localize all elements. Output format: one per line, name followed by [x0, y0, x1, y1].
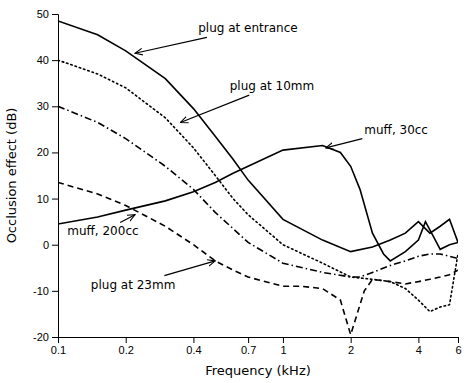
chart: 0.1 0.2 0.4 0.7 1 2 4 6 -20 -10 0 10 20 30 40 50 Frequen… [0, 0, 474, 383]
x-axis-tick: 0.4 [186, 337, 201, 356]
x-axis-tick: 0.2 [119, 337, 134, 356]
y-axis-tick-label: 10 [37, 193, 49, 205]
annotations: plug at entrance plug at 10mm muff, 30cc mu… [67, 21, 428, 291]
y-axis-tick: -10 [33, 285, 58, 297]
series-line [58, 106, 458, 277]
y-axis-tick-mark [52, 291, 58, 292]
y-axis-tick-mark [52, 60, 58, 61]
y-axis-tick-label: 20 [37, 146, 49, 158]
y-axis: -20 -10 0 10 20 30 40 50 [33, 8, 58, 343]
x-axis-tick: 2 [348, 337, 354, 356]
y-axis-tick: 30 [37, 100, 58, 112]
annotation-arrow [326, 139, 363, 148]
x-axis-tick-mark [418, 337, 419, 343]
y-axis-tick: 20 [37, 146, 58, 158]
annotation-text: muff, 30cc [364, 123, 428, 137]
annotation-arrow [120, 215, 135, 223]
y-axis-tick: 40 [37, 54, 58, 66]
plot-area: 0.1 0.2 0.4 0.7 1 2 4 6 -20 -10 0 10 20 30 40 50 Frequen… [4, 8, 462, 378]
x-axis-tick-label: 0.7 [241, 344, 256, 356]
x-axis-tick-label: 0.4 [186, 344, 201, 356]
x-axis-tick-label: 2 [348, 344, 354, 356]
y-axis-title: Occlusion effect (dB) [4, 108, 19, 244]
y-axis-tick-label: 30 [37, 100, 49, 112]
x-axis-tick-mark [248, 337, 249, 343]
x-axis-title: Frequency (kHz) [205, 363, 311, 378]
annotation-arrow [164, 261, 215, 276]
y-axis-tick-label: 0 [43, 239, 49, 251]
y-axis-tick-label: 40 [37, 54, 49, 66]
y-axis-tick-mark [52, 337, 58, 338]
y-axis-tick-label: -20 [33, 331, 49, 343]
annotation-arrow [180, 95, 249, 122]
x-axis-line [59, 338, 459, 344]
y-axis-line [52, 15, 59, 338]
x-axis-tick: 4 [416, 337, 422, 356]
x-axis: 0.1 0.2 0.4 0.7 1 2 4 6 [51, 337, 462, 356]
y-axis-tick: 0 [43, 239, 58, 251]
y-axis-tick-mark [52, 14, 58, 15]
annotation-text: muff, 200cc [67, 224, 138, 238]
x-axis-tick-label: 0.1 [51, 344, 66, 356]
y-axis-tick-mark [52, 245, 58, 246]
x-axis-tick-mark [351, 337, 352, 343]
x-axis-tick-mark [126, 337, 127, 343]
y-axis-tick-label: 50 [37, 8, 49, 20]
lines [58, 21, 458, 335]
x-axis-tick-label: 0.2 [119, 344, 134, 356]
x-axis-tick: 0.1 [51, 337, 66, 356]
y-axis-tick-label: -10 [33, 285, 49, 297]
series-line [58, 21, 458, 252]
y-axis-tick: -20 [33, 331, 58, 343]
x-axis-tick-mark [283, 337, 284, 343]
y-axis-tick-mark [52, 152, 58, 153]
series-line [58, 182, 458, 334]
x-axis-tick-mark [193, 337, 194, 343]
annotation-text: plug at entrance [198, 21, 297, 35]
y-axis-tick: 50 [37, 8, 58, 20]
x-axis-tick: 1 [280, 337, 286, 356]
annotation-text: plug at 10mm [230, 79, 315, 93]
annotation-arrow [135, 37, 207, 53]
series-line [58, 60, 458, 311]
y-axis-tick-mark [52, 199, 58, 200]
annotation-text: plug at 23mm [91, 278, 176, 292]
y-axis-tick-mark [52, 106, 58, 107]
x-axis-tick: 0.7 [241, 337, 256, 356]
x-axis-tick-label: 6 [455, 344, 461, 356]
y-axis-tick: 10 [37, 193, 58, 205]
x-axis-tick: 6 [455, 337, 461, 356]
x-axis-tick-label: 1 [280, 344, 286, 356]
x-axis-tick-mark [458, 337, 459, 343]
x-axis-tick-label: 4 [416, 344, 422, 356]
